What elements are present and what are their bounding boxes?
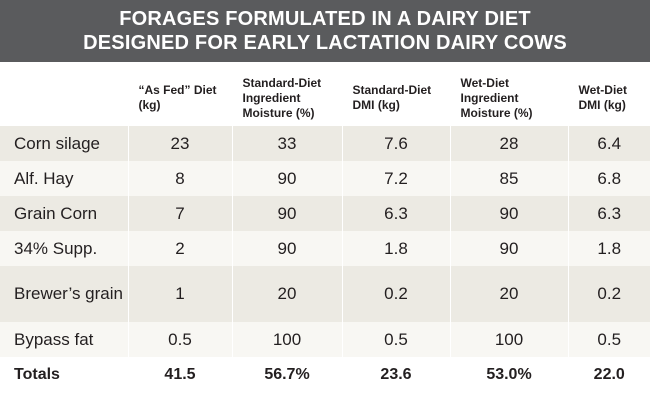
cell-as-fed: 23 bbox=[127, 126, 232, 161]
cell-wet-moisture: 90 bbox=[449, 196, 568, 231]
table-title-line-2: DESIGNED FOR EARLY LACTATION DAIRY COWS bbox=[83, 32, 567, 54]
cell-standard-dmi: 6.3 bbox=[341, 196, 450, 231]
header-as-fed: “As Fed” Diet (kg) bbox=[127, 62, 232, 126]
table-title-line-1: FORAGES FORMULATED IN A DAIRY DIET bbox=[119, 8, 531, 30]
cell-as-fed: 0.5 bbox=[127, 322, 232, 357]
cell-standard-moisture: 90 bbox=[231, 231, 342, 266]
row-label: Brewer’s grain bbox=[14, 284, 123, 303]
cell-as-fed: 8 bbox=[127, 161, 232, 196]
cell-standard-moisture: 20 bbox=[231, 266, 342, 322]
cell-wet-moisture: 28 bbox=[449, 126, 568, 161]
row-label: 34% Supp. bbox=[14, 238, 98, 258]
cell-wet-dmi: 0.2 bbox=[567, 266, 650, 322]
cell-wet-dmi: 0.5 bbox=[567, 322, 650, 357]
header-wet-dmi: Wet-Diet DMI (kg) bbox=[567, 62, 650, 126]
table-row: Brewer’s grain 1 20 0.2 20 0.2 bbox=[0, 266, 650, 322]
cell-wet-dmi: 1.8 bbox=[567, 231, 650, 266]
cell-wet-dmi: 6.4 bbox=[567, 126, 650, 161]
row-label: Alf. Hay bbox=[14, 168, 74, 188]
cell-standard-moisture: 90 bbox=[231, 161, 342, 196]
row-label: Corn silage bbox=[14, 133, 100, 153]
cell-wet-dmi: 6.8 bbox=[567, 161, 650, 196]
cell-standard-dmi: 7.2 bbox=[341, 161, 450, 196]
cell-wet-dmi: 6.3 bbox=[567, 196, 650, 231]
cell-wet-moisture: 85 bbox=[449, 161, 568, 196]
cell-as-fed: 2 bbox=[127, 231, 232, 266]
total-wet-dmi: 22.0 bbox=[567, 357, 650, 392]
cell-as-fed: 7 bbox=[127, 196, 232, 231]
cell-wet-moisture: 100 bbox=[449, 322, 568, 357]
totals-row: Totals 41.5 56.7% 23.6 53.0% 22.0 bbox=[0, 357, 650, 392]
cell-standard-dmi: 0.5 bbox=[341, 322, 450, 357]
header-row: “As Fed” Diet (kg) Standard-Diet Ingredi… bbox=[0, 62, 650, 126]
totals-label: Totals bbox=[14, 365, 60, 383]
cell-standard-dmi: 1.8 bbox=[341, 231, 450, 266]
cell-standard-moisture: 90 bbox=[231, 196, 342, 231]
diet-table: “As Fed” Diet (kg) Standard-Diet Ingredi… bbox=[0, 62, 650, 392]
cell-wet-moisture: 90 bbox=[449, 231, 568, 266]
table-row: Grain Corn 7 90 6.3 90 6.3 bbox=[0, 196, 650, 231]
table-row: Bypass fat 0.5 100 0.5 100 0.5 bbox=[0, 322, 650, 357]
table-row: 34% Supp. 2 90 1.8 90 1.8 bbox=[0, 231, 650, 266]
table-row: Corn silage 23 33 7.6 28 6.4 bbox=[0, 126, 650, 161]
row-label: Bypass fat bbox=[14, 329, 94, 349]
cell-standard-dmi: 7.6 bbox=[341, 126, 450, 161]
row-label: Grain Corn bbox=[14, 203, 98, 223]
cell-wet-moisture: 20 bbox=[449, 266, 568, 322]
cell-standard-moisture: 100 bbox=[231, 322, 342, 357]
header-standard-moisture: Standard-Diet Ingredient Moisture (%) bbox=[231, 62, 342, 126]
table-row: Alf. Hay 8 90 7.2 85 6.8 bbox=[0, 161, 650, 196]
total-wet-moisture: 53.0% bbox=[449, 357, 568, 392]
header-wet-moisture: Wet-Diet Ingredient Moisture (%) bbox=[449, 62, 568, 126]
cell-standard-moisture: 33 bbox=[231, 126, 342, 161]
header-standard-dmi: Standard-Diet DMI (kg) bbox=[341, 62, 450, 126]
total-as-fed: 41.5 bbox=[127, 357, 232, 392]
total-standard-moisture: 56.7% bbox=[231, 357, 342, 392]
cell-as-fed: 1 bbox=[127, 266, 232, 322]
total-standard-dmi: 23.6 bbox=[341, 357, 450, 392]
cell-standard-dmi: 0.2 bbox=[341, 266, 450, 322]
header-ingredient bbox=[0, 62, 128, 126]
table-title: FORAGES FORMULATED IN A DAIRY DIET DESIG… bbox=[0, 0, 650, 62]
